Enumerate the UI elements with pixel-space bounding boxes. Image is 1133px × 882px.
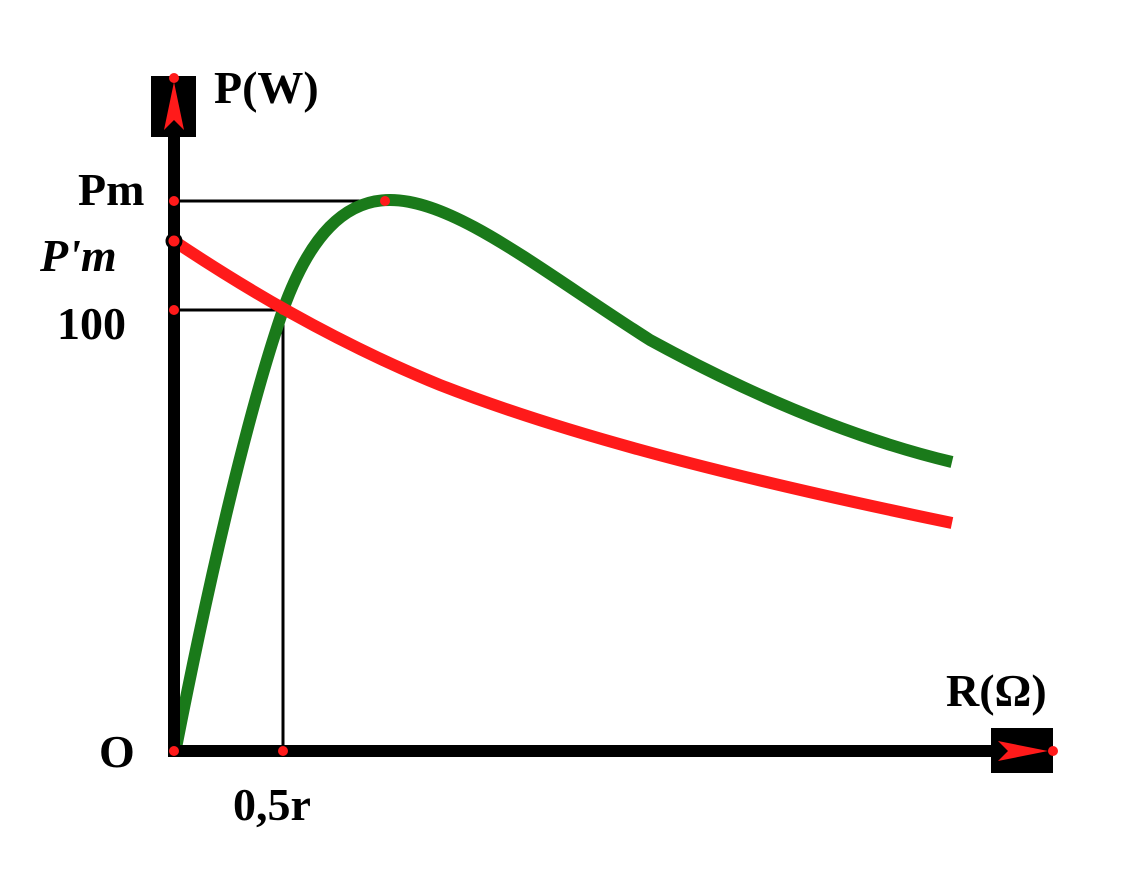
level-100-tick-marker	[169, 305, 179, 315]
y-tick-label-100: 100	[57, 298, 126, 349]
series-curve-green	[170, 193, 954, 750]
x-axis-arrow-icon	[991, 728, 1053, 773]
x-tick-label-half-r: 0,5r	[233, 779, 311, 830]
x-axis-label: R(Ω)	[946, 665, 1047, 716]
y-axis-label: P(W)	[214, 62, 319, 113]
origin-marker	[169, 746, 179, 756]
origin-label: O	[99, 726, 135, 777]
pm-peak-marker	[380, 196, 390, 206]
half-r-tick-marker	[278, 746, 288, 756]
y-arrow-tip-marker	[169, 73, 179, 83]
y-tick-label-pm: Pm	[78, 164, 144, 215]
pm-tick-marker	[169, 196, 179, 206]
x-arrow-tip-marker	[1048, 746, 1058, 756]
y-axis-arrow-icon	[151, 76, 196, 137]
series-curve-red	[170, 236, 954, 529]
y-tick-label-p-prime-m: P'm	[39, 230, 117, 281]
intersection-marker	[278, 305, 288, 315]
p-prime-m-marker	[165, 232, 183, 250]
